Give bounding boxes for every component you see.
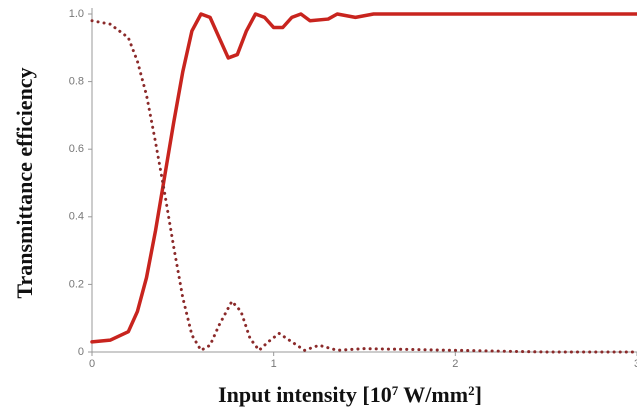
y-tick-label: 1.0	[69, 8, 84, 20]
x-axis-title: Input intensity [107 W/mm2]	[218, 382, 482, 407]
y-tick-label: 0	[78, 346, 84, 358]
x-axis-title-sup: 2	[468, 383, 475, 398]
y-tick-label: 0.6	[69, 143, 84, 155]
x-axis-title-part: ]	[475, 382, 482, 407]
x-axis-title-part: Input intensity [10	[218, 382, 392, 407]
x-tick-label: 2	[452, 358, 458, 370]
y-tick-label: 0.2	[69, 278, 84, 290]
y-tick-label: 0.8	[69, 76, 84, 88]
series-line	[90, 19, 637, 354]
x-tick-label: 0	[89, 358, 95, 370]
series-line	[90, 12, 637, 344]
x-tick-label: 3	[634, 358, 637, 370]
x-tick-label: 1	[271, 358, 277, 370]
y-tick-label: 0.4	[69, 211, 84, 223]
x-axis-title-part: W/mm	[398, 382, 468, 407]
y-axis-title: Transmittance efficiency	[12, 67, 37, 298]
x-axis-title-sup: 7	[392, 383, 399, 398]
